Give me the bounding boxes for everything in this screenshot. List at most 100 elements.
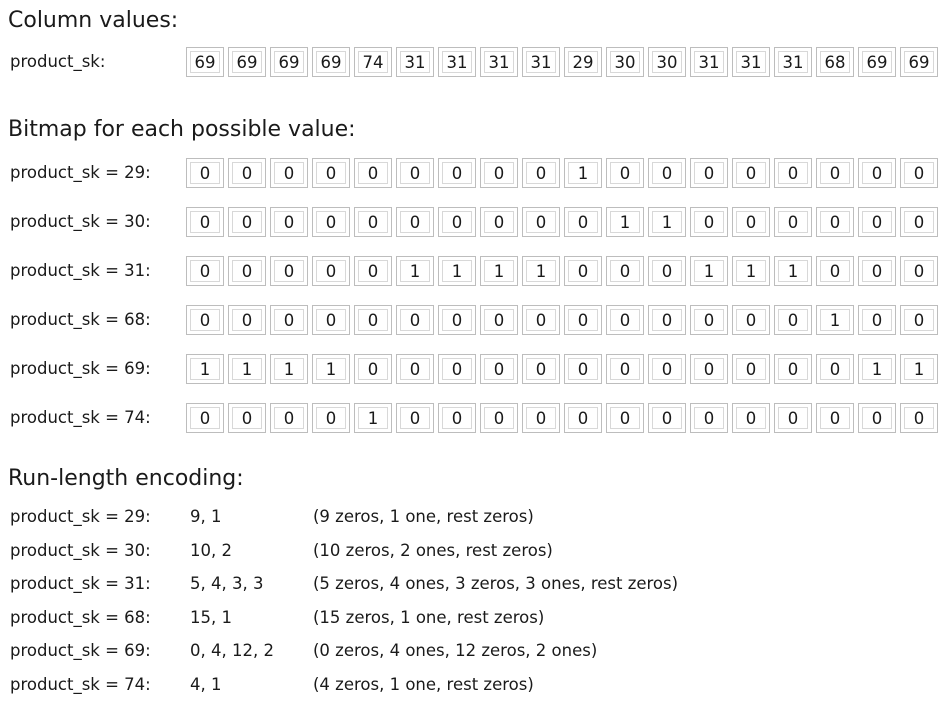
bitmap-bit-cell: 1: [522, 256, 560, 286]
bitmap-row-label: product_sk = 74:: [10, 408, 151, 427]
rle-row-label: product_sk = 29:: [10, 507, 151, 526]
column-value-cell: 31: [480, 47, 518, 77]
bitmap-bit-cell: 0: [270, 158, 308, 188]
rle-note: (0 zeros, 4 ones, 12 zeros, 2 ones): [313, 641, 598, 660]
rle-row-label: product_sk = 30:: [10, 540, 151, 560]
bitmap-bit-cell: 0: [396, 207, 434, 237]
bitmap-bit-cell: 0: [816, 207, 854, 237]
bitmap-bit-cell: 0: [186, 305, 224, 335]
bitmap-bit-cell: 0: [690, 354, 728, 384]
rle-runs: 15, 1: [190, 607, 232, 627]
bitmap-bit-cell: 0: [816, 158, 854, 188]
rle-row-label: product_sk = 31:: [10, 574, 151, 593]
bitmap-bit-cell: 0: [648, 158, 686, 188]
rle-runs: 4, 1: [190, 674, 222, 694]
column-value-cell: 68: [816, 47, 854, 77]
bitmap-bit-cell: 0: [774, 158, 812, 188]
bitmap-bit-cell: 0: [354, 256, 392, 286]
bitmap-bit-cell: 0: [564, 207, 602, 237]
bitmap-bit-cell: 0: [522, 158, 560, 188]
bitmap-bit-cell: 0: [228, 305, 266, 335]
column-value-cell: 31: [732, 47, 770, 77]
bitmap-bit-cell: 0: [480, 207, 518, 237]
bitmap-bit-cell: 0: [732, 207, 770, 237]
rle-note: (15 zeros, 1 one, rest zeros): [313, 607, 545, 627]
bitmap-bit-cell: 0: [606, 403, 644, 433]
bitmap-bit-cell: 0: [732, 354, 770, 384]
bitmap-bit-cell: 0: [606, 256, 644, 286]
column-value-cell: 69: [900, 47, 938, 77]
bitmap-bit-cell: 0: [480, 305, 518, 335]
bitmap-bit-cell: 0: [270, 256, 308, 286]
column-value-cell: 29: [564, 47, 602, 77]
bitmap-bit-cell: 0: [354, 305, 392, 335]
column-value-cell: 31: [522, 47, 560, 77]
bitmap-bit-cell: 0: [900, 305, 938, 335]
bitmap-bit-cell: 0: [690, 158, 728, 188]
bitmap-row-label: product_sk = 31:: [10, 261, 151, 280]
bitmap-row-label: product_sk = 29:: [10, 163, 151, 182]
bitmap-bit-cell: 0: [858, 158, 896, 188]
bitmap-bit-cell: 0: [438, 354, 476, 384]
column-value-cell: 69: [858, 47, 896, 77]
bitmap-bit-cell: 0: [312, 256, 350, 286]
rle-row: product_sk = 69: 0, 4, 12, 2 (0 zeros, 4 o…: [0, 641, 944, 671]
bitmap-bit-cell: 0: [732, 158, 770, 188]
bitmap-bit-cell: 0: [522, 354, 560, 384]
bitmap-bit-cell: 0: [564, 305, 602, 335]
bitmap-bit-cell: 1: [396, 256, 434, 286]
bitmap-bit-cell: 0: [396, 158, 434, 188]
bitmap-bit-cell: 0: [312, 403, 350, 433]
bitmap-bit-cell: 0: [396, 305, 434, 335]
bitmap-bit-cell: 0: [858, 305, 896, 335]
bitmap-bit-cell: 0: [564, 256, 602, 286]
column-values-cells: 69 69 69 69 74 31 31 31 31 29 30 30 31 31 31 68 69 69: [186, 47, 938, 77]
column-value-cell: 31: [438, 47, 476, 77]
bitmap-bit-cell: 0: [438, 207, 476, 237]
bitmap-bit-cell: 0: [312, 305, 350, 335]
bitmap-bit-cell: 1: [312, 354, 350, 384]
rle-row: product_sk = 74: 4, 1 (4 zeros, 1 one, res…: [0, 675, 944, 705]
bitmap-bit-cell: 0: [396, 354, 434, 384]
column-value-cell: 69: [270, 47, 308, 77]
bitmap-bit-cell: 1: [732, 256, 770, 286]
bitmap-bit-cell: 1: [480, 256, 518, 286]
column-value-cell: 31: [774, 47, 812, 77]
rle-row-label: product_sk = 68:: [10, 607, 151, 627]
bitmap-bit-cell: 1: [438, 256, 476, 286]
bitmap-bit-cell: 0: [228, 256, 266, 286]
rle-row-label: product_sk = 74:: [10, 674, 151, 694]
bitmap-title: Bitmap for each possible value:: [8, 117, 356, 142]
bitmap-bit-cell: 0: [648, 305, 686, 335]
bitmap-bit-cell: 1: [270, 354, 308, 384]
bitmap-bit-cell: 0: [690, 403, 728, 433]
bitmap-bit-cell: 0: [564, 354, 602, 384]
bitmap-bit-cell: 0: [270, 305, 308, 335]
column-value-cell: 69: [228, 47, 266, 77]
bitmap-bit-cell: 0: [816, 403, 854, 433]
bitmap-bit-cell: 1: [816, 305, 854, 335]
bitmap-bit-cell: 0: [312, 158, 350, 188]
bitmap-bit-cell: 0: [900, 256, 938, 286]
bitmap-bit-cell: 0: [228, 158, 266, 188]
column-value-cell: 74: [354, 47, 392, 77]
column-value-cell: 30: [648, 47, 686, 77]
bitmap-bit-cell: 1: [354, 403, 392, 433]
column-value-cell: 31: [396, 47, 434, 77]
bitmap-bit-cell: 0: [228, 403, 266, 433]
bitmap-bit-cell: 0: [774, 403, 812, 433]
bitmap-bit-cell: 0: [774, 207, 812, 237]
bitmap-bit-cell: 1: [774, 256, 812, 286]
bitmap-bit-cell: 0: [186, 256, 224, 286]
bitmap-bit-cell: 0: [522, 305, 560, 335]
bitmap-bit-cell: 0: [480, 158, 518, 188]
bitmap-bit-cell: 0: [522, 403, 560, 433]
bitmap-bit-cell: 0: [648, 403, 686, 433]
bitmap-bit-cell: 0: [690, 207, 728, 237]
bitmap-bit-cell: 0: [312, 207, 350, 237]
